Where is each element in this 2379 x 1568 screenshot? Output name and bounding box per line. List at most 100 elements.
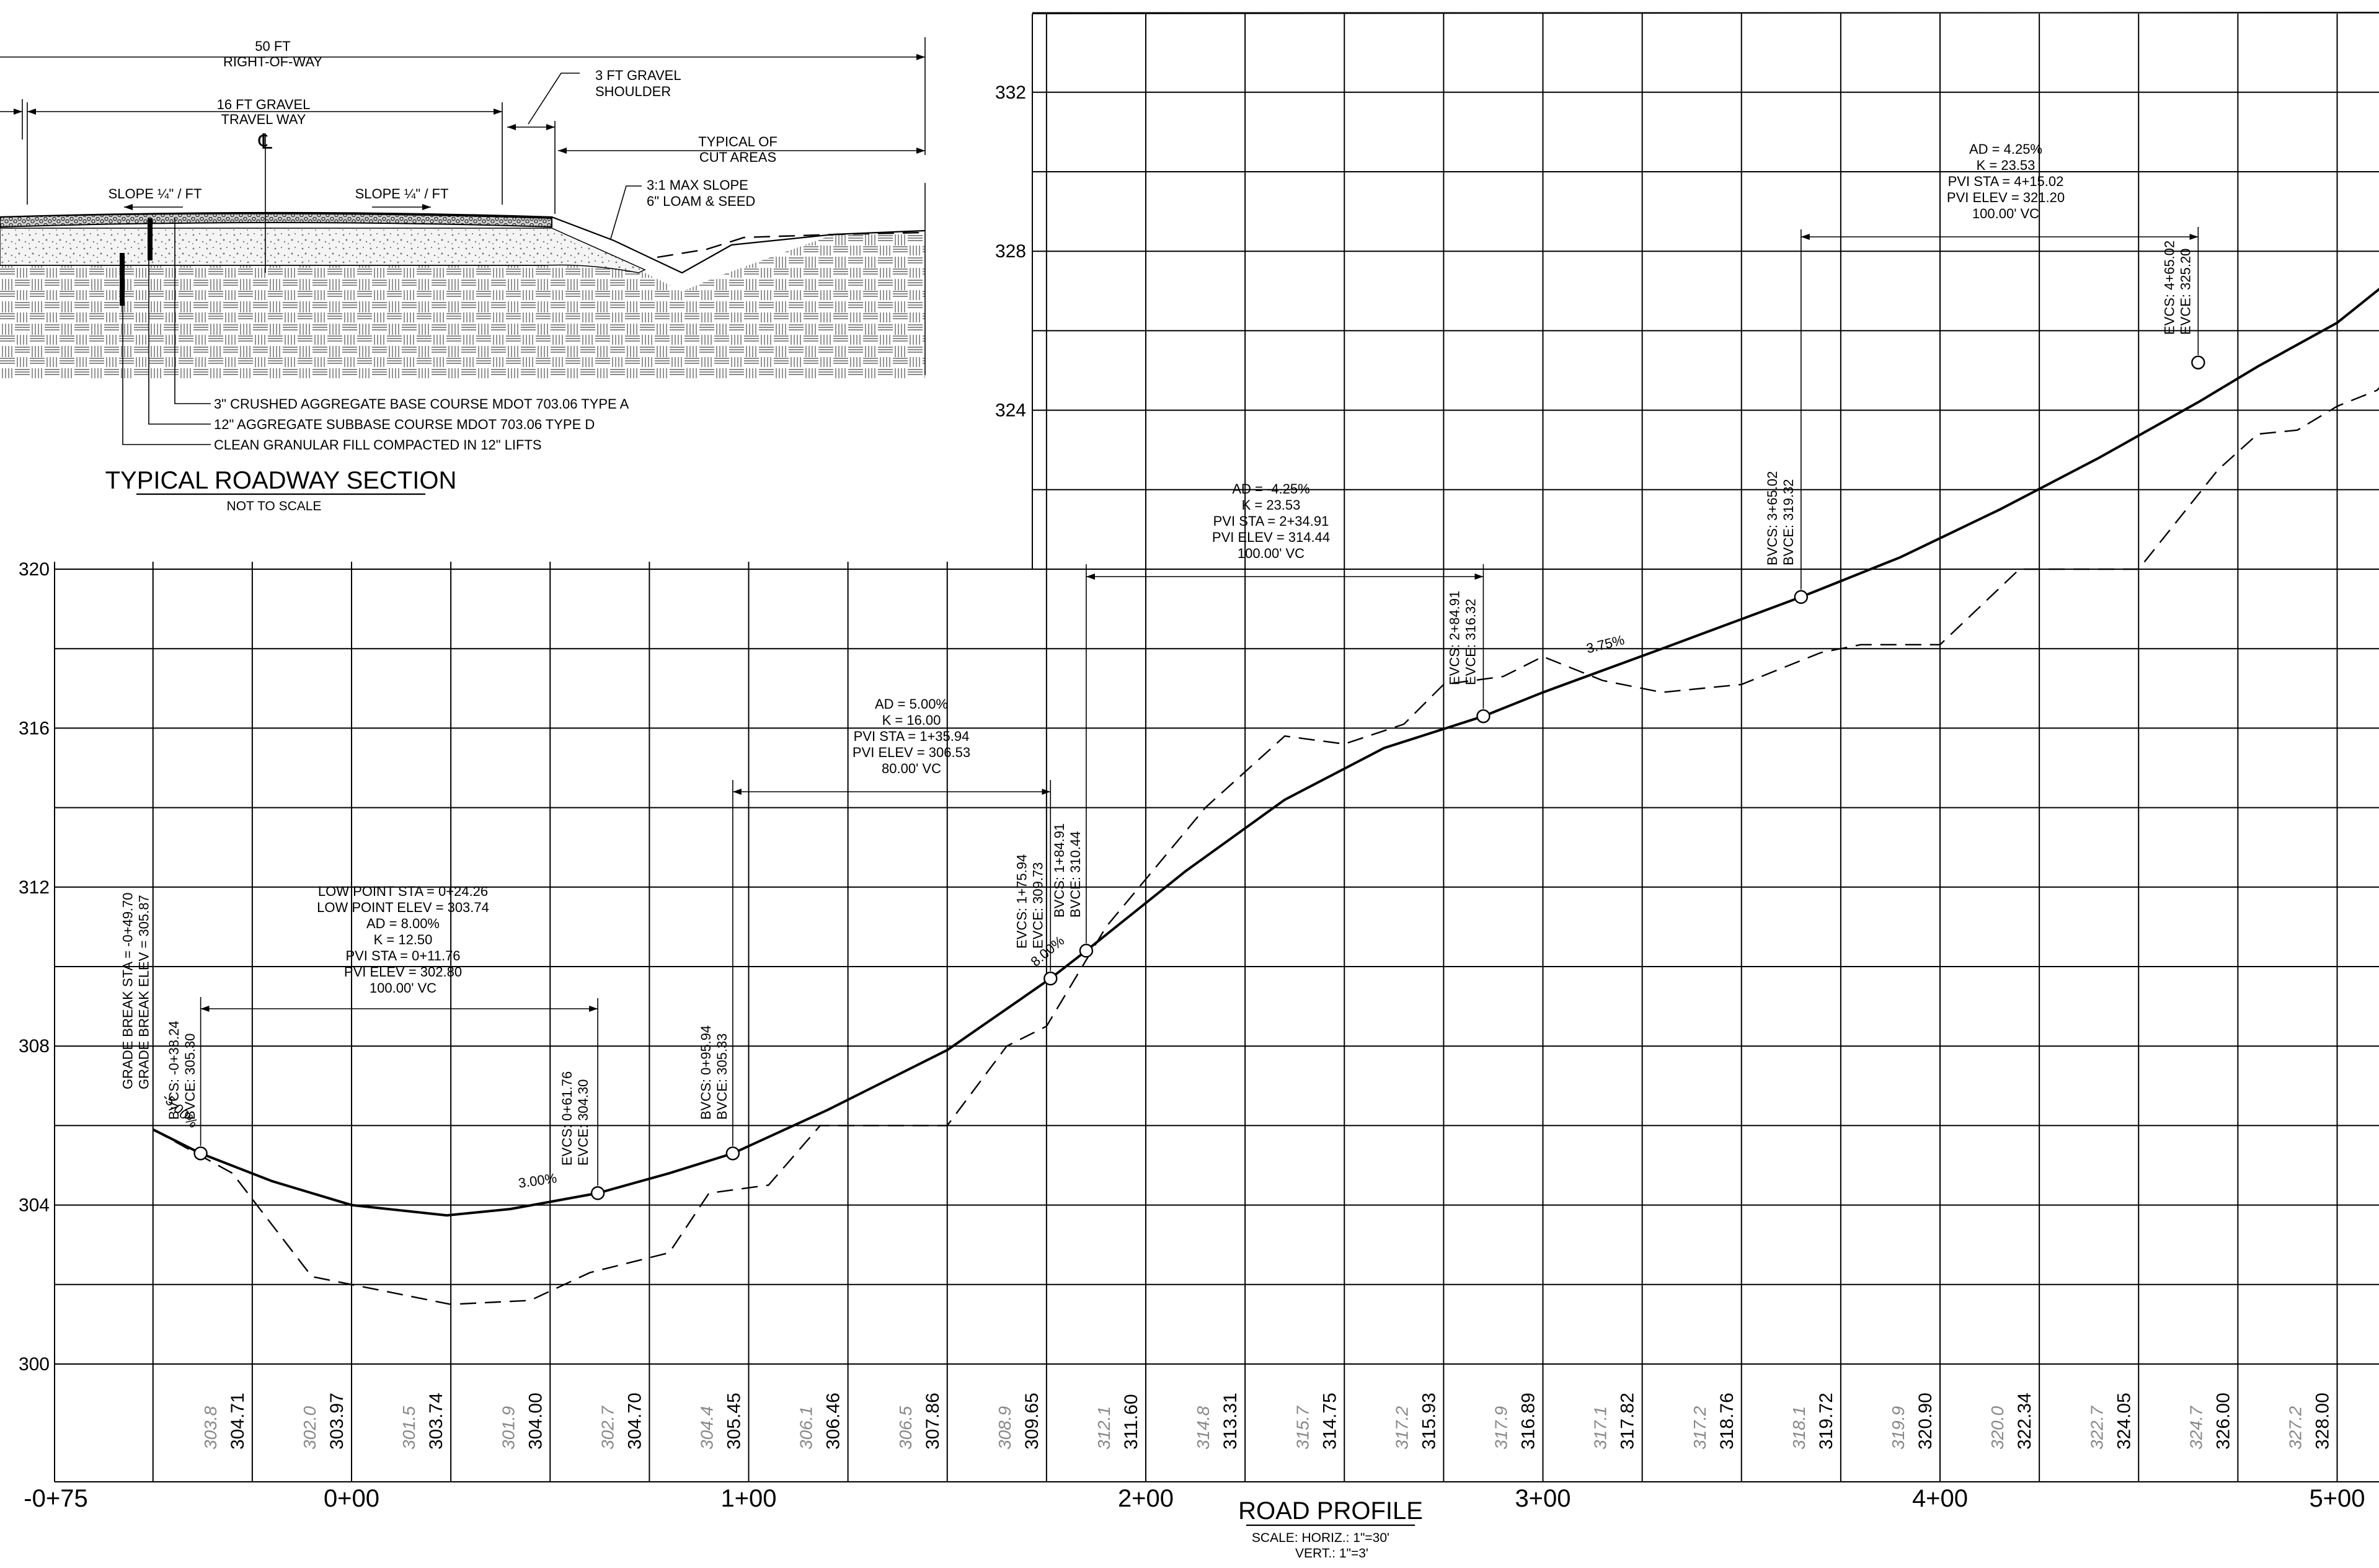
travel-dim-label-1: 16 FT GRAVEL xyxy=(217,97,311,112)
curve-data-label: PVI ELEV = 306.53 xyxy=(853,745,970,760)
curve-data-label: AD = 8.00% xyxy=(366,916,440,931)
design-elevation-label: 304.71 xyxy=(228,1393,248,1450)
curve-point-marker xyxy=(1043,972,1058,986)
existing-elevation-label: 301.5 xyxy=(399,1406,419,1450)
y-tick-label: 308 xyxy=(19,1036,50,1056)
design-elevation-label: 326.00 xyxy=(2213,1393,2233,1450)
x-tick-label: 3+00 xyxy=(1515,1485,1570,1512)
existing-elevation-label: 317.1 xyxy=(1591,1406,1610,1450)
section-title: TYPICAL ROADWAY SECTION xyxy=(105,467,457,494)
curve-data-label: PVI STA = 4+15.02 xyxy=(1948,174,2064,189)
existing-elevation-label: 314.8 xyxy=(1194,1406,1213,1450)
design-elevation-label: 304.70 xyxy=(624,1393,645,1450)
cut-label-1: TYPICAL OF xyxy=(698,134,777,149)
existing-elevation-label: 319.9 xyxy=(1889,1406,1908,1450)
layer-label-2: 12" AGGREGATE SUBBASE COURSE MDOT 703.06… xyxy=(214,417,595,432)
section-subtitle: NOT TO SCALE xyxy=(227,499,322,513)
y-tick-label: 312 xyxy=(19,877,50,898)
curve-point-label: BVCS: 0+95.94 xyxy=(698,1025,714,1120)
curve-point-label: EVCS: 1+75.94 xyxy=(1014,854,1029,949)
curve-point-marker xyxy=(725,1146,740,1161)
grade-label: 3.75% xyxy=(1585,632,1626,656)
shoulder-leader xyxy=(528,73,580,125)
design-elevation-label: 307.86 xyxy=(923,1393,943,1450)
curve-point-label: EVCE: 304.30 xyxy=(575,1079,591,1166)
existing-elevation-label: 301.9 xyxy=(498,1406,518,1450)
leader-marker-1 xyxy=(120,253,125,306)
design-elevation-label: 320.90 xyxy=(1915,1393,1936,1450)
design-elevation-label: 317.82 xyxy=(1618,1393,1638,1450)
section-fill-layer xyxy=(0,233,925,378)
curve-point-marker xyxy=(590,1186,605,1200)
curve-point-label: BVCS: 3+65.02 xyxy=(1765,471,1780,565)
curve-data-label: 100.00' VC xyxy=(370,980,436,996)
curve-point-marker xyxy=(1079,944,1094,958)
existing-elevation-label: 317.9 xyxy=(1492,1406,1511,1450)
design-elevation-label: 303.97 xyxy=(327,1393,347,1450)
curve-point-label: BVCS: -0+38.24 xyxy=(166,1021,182,1120)
existing-elevation-label: 308.9 xyxy=(995,1406,1014,1450)
profile-bottom-labels: 304.71 303.97 303.74 304.00 304.70 305.45 306.… xyxy=(201,1393,2333,1450)
layer-label-3: CLEAN GRANULAR FILL COMPACTED IN 12" LIF… xyxy=(214,437,542,453)
curve-data-label: AD = -4.25% xyxy=(1232,481,1309,497)
slope-left-label: SLOPE ¼" / FT xyxy=(109,186,202,202)
y-tick-label: 324 xyxy=(995,401,1026,421)
row-dim-label-1: 50 FT xyxy=(255,38,290,54)
curve-data-label: LOW POINT STA = 0+24.26 xyxy=(318,884,488,899)
design-elevation-label: 322.34 xyxy=(2014,1393,2035,1450)
profile-scale-vert: VERT.: 1"=3' xyxy=(1295,1546,1368,1561)
x-tick-label: 5+00 xyxy=(2309,1485,2365,1512)
curve-data-label: AD = 4.25% xyxy=(1969,141,2042,157)
curve-data-label: LOW POINT ELEV = 303.74 xyxy=(317,900,489,915)
profile-scale-horiz: SCALE: HORIZ.: 1"=30' xyxy=(1252,1531,1389,1545)
x-tick-label: 2+00 xyxy=(1118,1485,1174,1512)
layer-leader-2 xyxy=(148,226,211,425)
existing-elevation-label: 306.5 xyxy=(896,1406,915,1450)
design-elevation-label: 314.75 xyxy=(1319,1393,1340,1450)
curve-data-label: K = 16.00 xyxy=(882,712,941,728)
curve-data-label: K = 12.50 xyxy=(374,932,433,947)
design-elevation-label: 316.89 xyxy=(1518,1393,1539,1450)
design-elevation-label: 315.93 xyxy=(1419,1393,1439,1450)
curve-data-label: 100.00' VC xyxy=(1238,546,1305,561)
curve-point-label: BVCE: 319.32 xyxy=(1781,479,1796,565)
design-elevation-label: 318.76 xyxy=(1717,1393,1737,1450)
leader-marker-2 xyxy=(148,218,153,260)
slope-label-1: 3:1 MAX SLOPE xyxy=(647,177,748,193)
curve-point-label: EVCE: 309.73 xyxy=(1030,862,1045,949)
slope-leader xyxy=(610,185,642,239)
existing-elevation-label: 327.2 xyxy=(2286,1406,2305,1450)
curve-data-label: PVI STA = 0+11.76 xyxy=(345,948,460,963)
section-existing-grade xyxy=(657,231,926,259)
y-tick-label: 320 xyxy=(19,559,50,580)
cut-label-2: CUT AREAS xyxy=(699,149,776,165)
design-elevation-label: 306.46 xyxy=(823,1393,844,1450)
curve-data-label: PVI ELEV = 314.44 xyxy=(1212,529,1330,545)
shoulder-label-1: 3 FT GRAVEL xyxy=(595,68,681,83)
layer-leader-1 xyxy=(174,218,211,404)
existing-ground-line xyxy=(153,387,2379,1306)
curve-data-label: 80.00' VC xyxy=(882,761,941,776)
curve-point-label: GRADE BREAK ELEV = 305.87 xyxy=(136,895,151,1089)
proposed-grade-line xyxy=(152,288,2379,1217)
existing-elevation-label: 306.1 xyxy=(797,1406,816,1450)
curve-data-label: K = 23.53 xyxy=(1977,157,2036,173)
y-tick-label: 316 xyxy=(19,718,50,738)
existing-elevation-label: 324.7 xyxy=(2186,1406,2205,1450)
curve-data-label: K = 23.53 xyxy=(1242,497,1301,513)
y-tick-label: 300 xyxy=(19,1354,50,1375)
curve-point-label: EVCE: 316.32 xyxy=(1463,599,1478,685)
existing-elevation-label: 302.7 xyxy=(598,1406,617,1450)
curve-data-label: PVI STA = 1+35.94 xyxy=(854,729,970,744)
curve-point-label: EVCS: 4+65.02 xyxy=(2161,241,2177,335)
y-tick-label: 304 xyxy=(19,1195,50,1216)
y-tick-label: 328 xyxy=(995,241,1026,262)
y-tick-label: 332 xyxy=(995,82,1026,103)
design-elevation-label: 328.00 xyxy=(2313,1393,2333,1450)
curve-point-label: BVCE: 305.30 xyxy=(182,1034,198,1120)
curve-point-marker xyxy=(1794,590,1809,605)
existing-elevation-label: 312.1 xyxy=(1094,1406,1114,1450)
existing-elevation-label: 320.0 xyxy=(1988,1406,2007,1450)
